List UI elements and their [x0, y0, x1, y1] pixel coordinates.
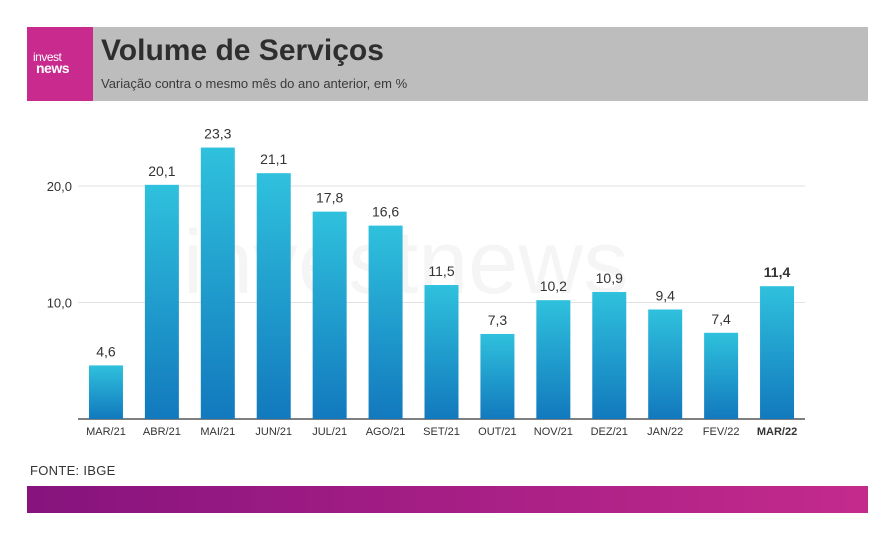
x-tick-label: JAN/22	[647, 426, 683, 438]
x-tick-label: FEV/22	[703, 426, 740, 438]
bar	[88, 365, 123, 419]
x-tick-label: JUN/21	[255, 426, 292, 438]
data-label: 16,6	[372, 204, 399, 220]
footer-gradient-bar	[27, 486, 868, 513]
data-label: 9,4	[655, 287, 675, 303]
chart-subtitle: Variação contra o mesmo mês do ano anter…	[101, 76, 408, 91]
data-label: 17,8	[316, 190, 343, 206]
x-tick-label: JUL/21	[312, 426, 347, 438]
data-label: 11,5	[428, 263, 454, 279]
data-label: 21,1	[260, 151, 287, 167]
bar	[368, 225, 403, 419]
bar	[648, 309, 683, 419]
x-tick-label: SET/21	[423, 426, 460, 438]
bar	[424, 285, 459, 419]
bar	[536, 300, 571, 419]
bar	[480, 333, 515, 419]
x-tick-label: MAR/21	[86, 426, 126, 438]
data-label: 7,4	[711, 311, 731, 327]
x-tick-label: MAI/21	[200, 426, 235, 438]
source-note: FONTE: IBGE	[30, 463, 116, 478]
x-tick-label: MAR/22	[757, 426, 797, 438]
data-label: 20,1	[148, 163, 175, 179]
data-label: 11,4	[764, 264, 791, 280]
logo-text-top: invest	[33, 50, 62, 64]
data-label: 10,2	[540, 278, 567, 294]
data-label: 10,9	[596, 270, 623, 286]
x-tick-label: AGO/21	[366, 426, 406, 438]
y-tick-label: 10,0	[47, 296, 72, 311]
bar	[144, 184, 179, 419]
x-tick-label: OUT/21	[478, 426, 517, 438]
data-label: 23,3	[204, 126, 231, 142]
x-tick-label: NOV/21	[534, 426, 573, 438]
x-tick-label: ABR/21	[143, 426, 181, 438]
investnews-logo: invest news	[27, 27, 93, 101]
x-tick-label: DEZ/21	[591, 426, 628, 438]
bar	[312, 211, 347, 419]
header-banner: invest news Volume de Serviços Variação …	[27, 27, 868, 101]
bar	[200, 147, 235, 419]
y-tick-label: 20,0	[47, 179, 72, 194]
bar	[704, 332, 739, 419]
chart-title: Volume de Serviços	[101, 34, 384, 67]
data-label: 7,3	[488, 312, 508, 328]
bar	[760, 286, 795, 419]
bar	[256, 173, 291, 419]
data-label: 4,6	[96, 343, 116, 359]
bar	[592, 292, 627, 419]
logo-text-bottom: news	[36, 60, 70, 76]
